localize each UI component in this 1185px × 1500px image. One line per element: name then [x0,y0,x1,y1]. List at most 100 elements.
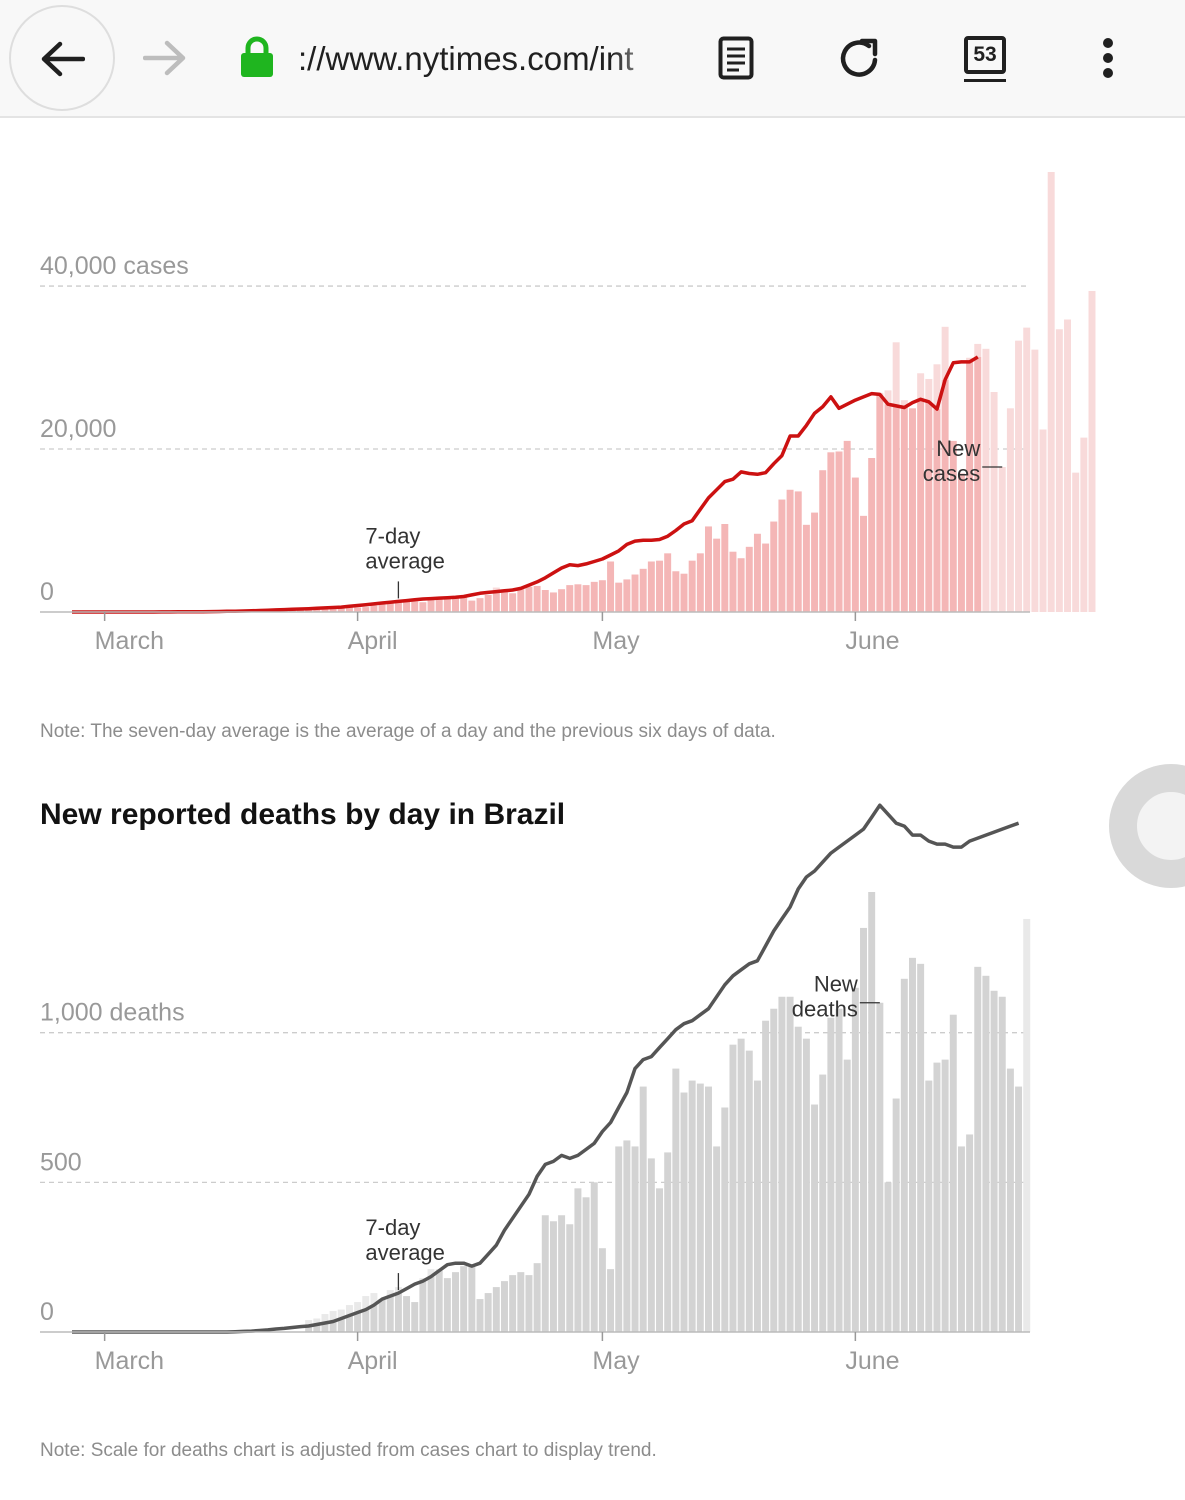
x-tick-label: March [95,1347,164,1375]
bar [876,1002,884,1332]
bar [770,521,778,612]
bar [729,551,737,612]
cases-note: Note: The seven-day average is the avera… [40,721,776,742]
bar [860,927,867,1332]
bar [909,408,916,612]
bar-above-average [1064,319,1071,612]
bar [892,1098,900,1332]
address-fade [612,34,682,84]
back-button[interactable] [9,5,115,111]
bar [957,473,965,612]
bar [909,957,916,1332]
bar [427,599,435,612]
bar-above-average [1039,429,1047,612]
bar [607,1269,615,1332]
x-tick-label: March [95,627,164,655]
bar [403,1296,411,1332]
bar [737,558,745,612]
bar [721,524,729,612]
bar-above-average [982,348,990,612]
bar [672,1068,680,1332]
reader-mode-icon[interactable] [718,36,754,80]
bar [737,1038,745,1332]
bar-above-average [427,1269,435,1277]
bar [917,399,925,612]
bar [623,579,631,612]
bar [386,1296,394,1332]
bar [427,1276,435,1332]
bar [492,1287,500,1332]
bar [509,1275,517,1332]
bar [884,1182,892,1332]
cases-gridlines: 0 20,000 40,000 cases [40,252,1030,606]
browser-toolbar: ://www.nytimes.com/int 53 [0,0,1185,118]
cases-x-axis: March April May June [40,611,1030,655]
lock-icon[interactable] [240,36,274,78]
bar [443,598,451,612]
bar [370,1305,378,1332]
bar [835,451,843,612]
bar [770,1008,778,1332]
bar-above-average [345,1305,353,1316]
reload-icon[interactable] [838,36,882,80]
address-bar[interactable]: ://www.nytimes.com/int [298,40,634,77]
bar [623,1140,631,1332]
bar [541,1215,549,1332]
bar-above-average [386,1290,394,1297]
bar [1015,1086,1023,1332]
bar [860,515,867,612]
bar [533,1263,541,1332]
bar [501,1281,508,1332]
bar-above-average [933,364,941,410]
bar [460,1266,468,1332]
bar-above-average [1072,472,1080,612]
bar [900,978,908,1332]
bar-above-average [1047,172,1055,612]
bar-above-average [305,1320,313,1327]
bar [680,573,688,612]
bar [313,1324,321,1332]
bar [966,1134,974,1332]
bar [403,600,411,612]
bar [705,1086,712,1332]
y-tick-label: 500 [40,1148,82,1176]
bar [843,1059,851,1332]
bar [435,1270,443,1332]
bar [664,553,672,612]
x-tick-label: May [592,1347,640,1375]
bar [394,1293,402,1332]
bar [990,990,998,1332]
bar [549,1221,557,1332]
bar [680,1092,688,1332]
bar-above-average [394,1287,402,1294]
cases-chart: 0 20,000 40,000 cases March April May June Ne… [40,172,1096,655]
bar [786,996,794,1332]
bar [835,1008,843,1332]
bar [443,1278,451,1332]
x-tick-label: April [348,1347,398,1375]
bar [941,1059,949,1332]
bar-above-average [1055,329,1063,612]
bar [362,1309,370,1332]
more-vert-icon[interactable] [1100,38,1116,78]
bar [329,1321,337,1332]
bar-above-average [1023,918,1031,1332]
bar-above-average [900,400,908,408]
bar [851,987,859,1332]
bar-above-average [925,378,933,402]
bar-above-average [941,326,949,380]
bar [386,603,394,612]
bar [509,593,517,612]
bar [933,409,941,612]
bar [819,1074,827,1332]
deaths-note: Note: Scale for deaths chart is adjusted… [40,1440,657,1461]
arrow-right-icon[interactable] [143,40,187,76]
bar-above-average [1080,437,1088,612]
deaths-chart-title: New reported deaths by day in Brazil [40,798,566,831]
deaths-bars [305,892,1031,1332]
tabs-icon[interactable]: 53 [964,36,1006,74]
bar [713,1146,721,1332]
y-tick-label: 0 [40,1298,54,1326]
bar-above-average [917,373,925,400]
